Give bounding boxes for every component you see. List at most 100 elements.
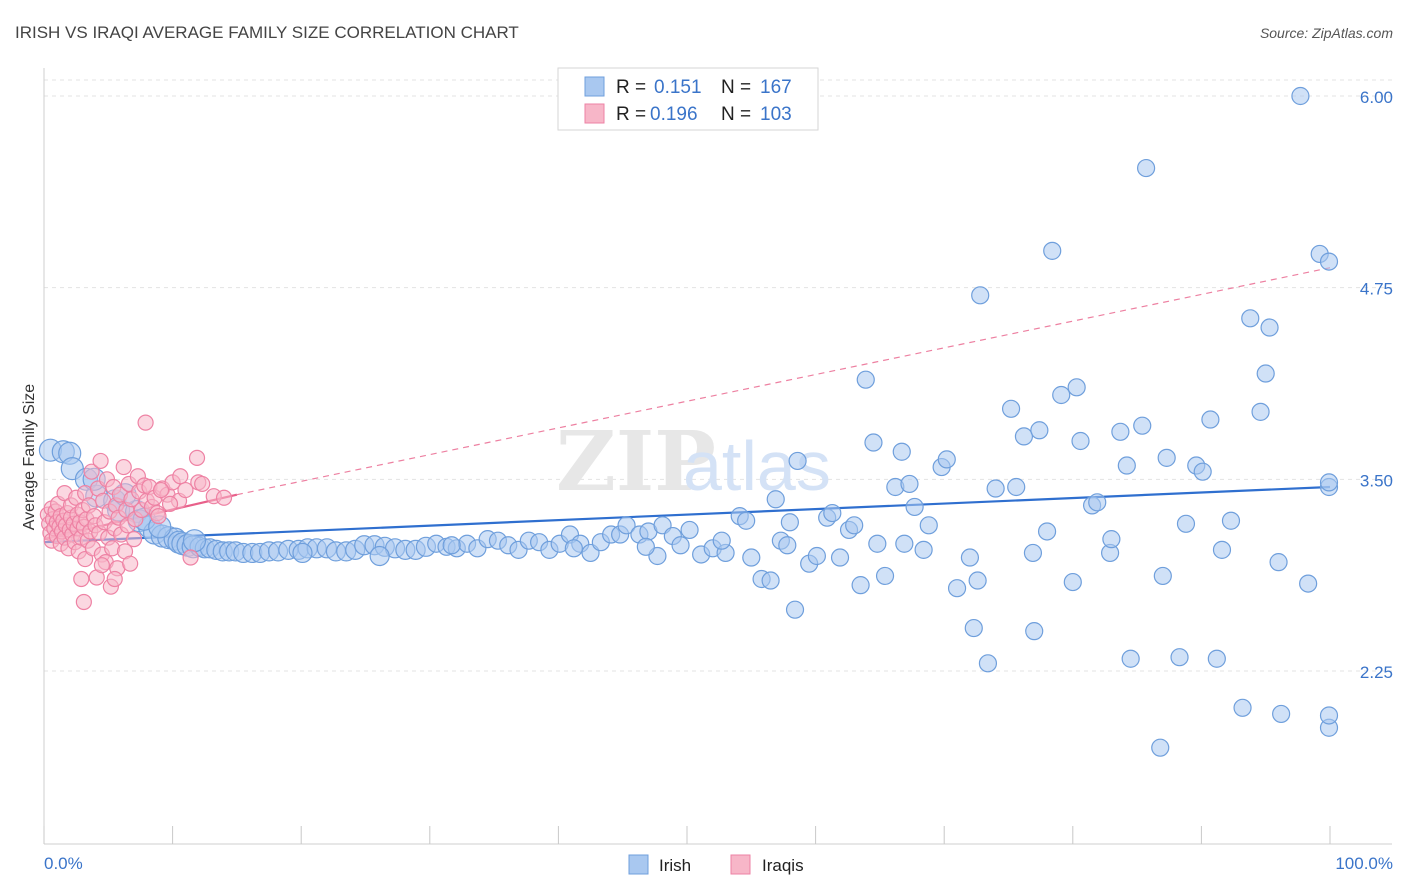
irish-point-103 [919,516,938,535]
bottom-legend-iraqi-swatch [730,854,751,875]
irish-point-155 [1319,706,1339,725]
irish-point-127 [1111,422,1130,441]
iraqi-point-65 [115,458,132,476]
iraqi-point-94 [188,449,206,466]
iraqi-point-98 [182,549,199,566]
bottom-legend-irish-label: Irish [659,856,691,875]
legend-iraqi-swatch [584,103,605,124]
irish-point-80 [761,571,780,590]
irish-point-97 [875,566,895,586]
irish-point-78 [742,548,761,567]
legend-iraqi-r-value: 0.196 [650,104,698,125]
irish-point-162 [182,529,207,553]
irish-point-148 [1269,553,1288,572]
tick-labels: 2.25 3.50 4.75 6.00 0.0% 100.0% [44,88,1393,873]
irish-point-107 [960,548,980,567]
irish-point-131 [1137,158,1156,178]
legend-irish-swatch [584,76,605,97]
bottom-legend-iraqi-label: Iraqis [762,856,804,875]
irish-point-129 [1121,649,1140,668]
irish-point-65 [617,516,636,535]
irish-point-71 [671,536,690,555]
irish-point-157 [1319,473,1339,492]
x-tick-label-1: 100.0% [1335,854,1393,873]
iraqi-point-48 [92,452,109,470]
iraqi-point-95 [194,475,211,493]
legend-iraqi-r-label: R = [616,104,646,125]
iraqi-point-96 [150,508,167,525]
iraqi-point-91 [75,593,92,611]
iraqi-point-100 [73,570,90,588]
irish-point-112 [986,479,1005,498]
irish-point-135 [1170,648,1189,667]
irish-point-119 [1043,241,1062,260]
iraqi-point-90 [215,489,233,506]
irish-point-139 [1201,410,1220,429]
irish-point-150 [1291,86,1310,106]
legend-irish-r-label: R = [616,77,646,98]
iraqi-point-101 [172,468,189,485]
irish-point-142 [1221,511,1241,530]
irish-point-128 [1117,456,1136,475]
iraqi-point-87 [177,481,194,499]
irish-trend-line [43,485,1331,544]
watermark-atlas: atlas [683,427,831,505]
irish-point-141 [1212,540,1232,559]
irish-point-120 [1052,385,1071,405]
iraqi-point-102 [152,481,170,499]
irish-point-89 [823,503,842,523]
irish-point-144 [1241,309,1260,328]
irish-point-113 [1001,399,1021,418]
irish-point-109 [968,571,987,590]
irish-point-92 [845,516,864,535]
irish-point-125 [1088,493,1107,512]
irish-point-99 [892,442,911,461]
irish-point-154 [1319,252,1339,271]
irish-point-133 [1153,566,1172,586]
irish-point-117 [1030,421,1049,440]
irish-point-132 [1151,738,1170,757]
y-tick-label-0: 2.25 [1360,663,1393,682]
iraqi-point-92 [106,570,123,588]
legend-irish-n-value: 167 [760,77,792,98]
irish-point-110 [971,286,990,305]
irish-point-105 [937,450,956,469]
gridlines [44,79,1392,672]
y-axis-label: Average Family Size [21,384,38,531]
irish-point-146 [1256,364,1275,383]
irish-point-134 [1157,448,1176,467]
irish-point-111 [978,654,998,673]
irish-point-116 [1025,622,1044,641]
irish-point-130 [1133,416,1152,435]
data-points [38,86,1339,757]
irish-point-108 [964,618,983,638]
iraqi-point-97 [161,495,179,512]
irish-point-90 [830,548,850,567]
irish-point-168 [712,531,731,550]
legend: R = 0.151 N = 167 R = 0.196 N = 103 [557,67,819,131]
irish-point-167 [636,537,655,556]
chart-title: IRISH VS IRAQI AVERAGE FAMILY SIZE CORRE… [15,23,519,42]
irish-point-143 [1233,698,1252,717]
bottom-legend: Irish Iraqis [628,854,804,875]
iraqi-point-93 [137,414,154,431]
irish-point-122 [1067,378,1086,397]
irish-point-172 [1102,530,1121,549]
irish-point-140 [1207,649,1226,668]
irish-point-85 [788,451,807,471]
irish-point-147 [1260,318,1279,337]
legend-iraqi-n-label: N = [721,104,751,125]
irish-point-102 [914,540,933,559]
irish-point-118 [1037,522,1057,541]
irish-point-87 [807,546,826,566]
irish-point-83 [780,513,799,532]
iraqi-point-99 [93,557,110,574]
legend-iraqi-n-value: 103 [760,104,792,125]
irish-point-123 [1071,431,1090,451]
irish-point-149 [1272,704,1291,724]
watermark: ZIP atlas [556,414,831,510]
irish-point-94 [856,370,875,389]
iraqi-point-70 [122,555,139,572]
irish-point-166 [564,539,583,558]
